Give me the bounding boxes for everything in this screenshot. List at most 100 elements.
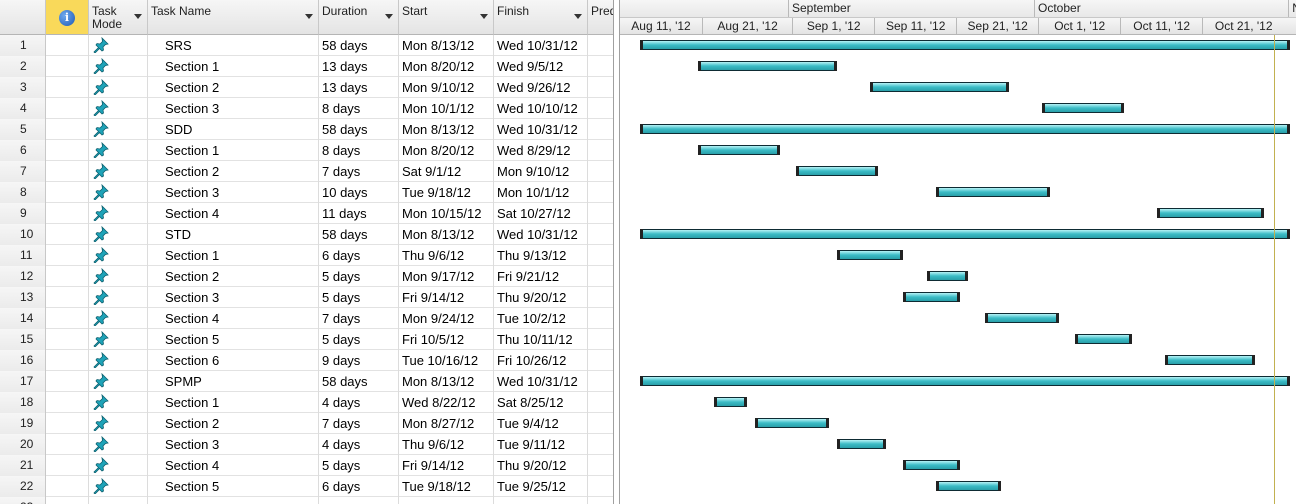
table-row[interactable]: 23 bbox=[0, 497, 613, 504]
indicator-cell[interactable] bbox=[46, 35, 89, 56]
predecessors-cell[interactable] bbox=[588, 287, 613, 308]
duration-cell[interactable]: 4 days bbox=[319, 392, 399, 413]
finish-cell[interactable]: Thu 10/11/12 bbox=[494, 329, 588, 350]
start-cell[interactable]: Mon 8/13/12 bbox=[399, 224, 494, 245]
task-name-cell[interactable]: Section 2 bbox=[148, 413, 319, 434]
duration-cell[interactable]: 5 days bbox=[319, 287, 399, 308]
finish-cell[interactable]: Thu 9/20/12 bbox=[494, 455, 588, 476]
indicator-cell[interactable] bbox=[46, 455, 89, 476]
gantt-task-bar[interactable] bbox=[902, 292, 961, 302]
start-cell[interactable]: Thu 9/6/12 bbox=[399, 245, 494, 266]
predecessors-cell[interactable] bbox=[588, 350, 613, 371]
table-row[interactable]: 5 SDD 58 days Mon 8/13/12 Wed 10/31/12 bbox=[0, 119, 613, 140]
task-mode-cell[interactable] bbox=[89, 329, 148, 350]
task-mode-cell[interactable] bbox=[89, 161, 148, 182]
row-number[interactable]: 23 bbox=[0, 497, 46, 504]
task-name-cell[interactable]: STD bbox=[148, 224, 319, 245]
indicator-cell[interactable] bbox=[46, 497, 89, 504]
row-number[interactable]: 5 bbox=[0, 119, 46, 140]
task-mode-cell[interactable] bbox=[89, 455, 148, 476]
indicator-cell[interactable] bbox=[46, 329, 89, 350]
duration-cell[interactable]: 5 days bbox=[319, 455, 399, 476]
finish-cell[interactable]: Tue 9/11/12 bbox=[494, 434, 588, 455]
indicator-cell[interactable] bbox=[46, 182, 89, 203]
start-cell[interactable]: Mon 8/27/12 bbox=[399, 413, 494, 434]
indicator-cell[interactable] bbox=[46, 413, 89, 434]
task-name-cell[interactable]: SRS bbox=[148, 35, 319, 56]
finish-cell[interactable]: Wed 8/29/12 bbox=[494, 140, 588, 161]
gantt-task-bar[interactable] bbox=[902, 460, 961, 470]
task-mode-cell[interactable] bbox=[89, 434, 148, 455]
gantt-task-bar[interactable] bbox=[640, 40, 1290, 50]
duration-cell[interactable]: 58 days bbox=[319, 371, 399, 392]
row-number[interactable]: 17 bbox=[0, 371, 46, 392]
predecessors-cell[interactable] bbox=[588, 434, 613, 455]
indicator-cell[interactable] bbox=[46, 350, 89, 371]
duration-cell[interactable]: 7 days bbox=[319, 161, 399, 182]
indicators-column-header[interactable]: i bbox=[46, 0, 89, 35]
row-number[interactable]: 16 bbox=[0, 350, 46, 371]
duration-cell[interactable]: 4 days bbox=[319, 434, 399, 455]
task-name-cell[interactable]: Section 1 bbox=[148, 140, 319, 161]
task-mode-cell[interactable] bbox=[89, 203, 148, 224]
task-mode-cell[interactable] bbox=[89, 287, 148, 308]
gantt-chart[interactable]: SeptemberOctoberN Aug 11, '12 Aug 21, '12… bbox=[619, 0, 1296, 504]
task-name-cell[interactable]: Section 5 bbox=[148, 476, 319, 497]
task-name-cell[interactable]: Section 5 bbox=[148, 329, 319, 350]
duration-cell[interactable]: 8 days bbox=[319, 98, 399, 119]
indicator-cell[interactable] bbox=[46, 203, 89, 224]
predecessors-cell[interactable] bbox=[588, 455, 613, 476]
predecessors-cell[interactable] bbox=[588, 476, 613, 497]
gantt-task-bar[interactable] bbox=[796, 166, 879, 176]
task-name-cell[interactable]: Section 2 bbox=[148, 266, 319, 287]
table-row[interactable]: 9 Section 4 11 days Mon 10/15/12 Sat 10/27/1… bbox=[0, 203, 613, 224]
task-name-cell[interactable]: Section 2 bbox=[148, 77, 319, 98]
task-name-column-header[interactable]: Task Name bbox=[148, 0, 319, 35]
row-number[interactable]: 1 bbox=[0, 35, 46, 56]
predecessors-cell[interactable] bbox=[588, 119, 613, 140]
gantt-task-bar[interactable] bbox=[1165, 355, 1256, 365]
timescale-month-tier[interactable]: SeptemberOctoberN bbox=[620, 0, 1296, 18]
indicator-cell[interactable] bbox=[46, 161, 89, 182]
gantt-task-bar[interactable] bbox=[714, 397, 747, 407]
predecessors-cell[interactable] bbox=[588, 308, 613, 329]
task-name-cell[interactable]: Section 2 bbox=[148, 161, 319, 182]
duration-cell[interactable]: 9 days bbox=[319, 350, 399, 371]
task-name-cell[interactable]: Section 1 bbox=[148, 56, 319, 77]
task-name-cell[interactable]: Section 3 bbox=[148, 182, 319, 203]
task-mode-cell[interactable] bbox=[89, 245, 148, 266]
row-number[interactable]: 21 bbox=[0, 455, 46, 476]
indicator-cell[interactable] bbox=[46, 140, 89, 161]
task-mode-cell[interactable] bbox=[89, 140, 148, 161]
task-name-cell[interactable]: Section 1 bbox=[148, 392, 319, 413]
finish-column-header[interactable]: Finish bbox=[494, 0, 588, 35]
gantt-task-bar[interactable] bbox=[1157, 208, 1264, 218]
row-number[interactable]: 10 bbox=[0, 224, 46, 245]
finish-cell[interactable]: Wed 10/10/12 bbox=[494, 98, 588, 119]
predecessors-cell[interactable] bbox=[588, 245, 613, 266]
start-cell[interactable]: Thu 9/6/12 bbox=[399, 434, 494, 455]
gantt-task-bar[interactable] bbox=[697, 61, 838, 71]
start-cell[interactable]: Mon 8/13/12 bbox=[399, 35, 494, 56]
task-mode-cell[interactable] bbox=[89, 476, 148, 497]
chevron-down-icon[interactable] bbox=[134, 14, 142, 19]
row-number[interactable]: 12 bbox=[0, 266, 46, 287]
predecessors-cell[interactable] bbox=[588, 35, 613, 56]
predecessors-cell[interactable] bbox=[588, 413, 613, 434]
start-cell[interactable]: Tue 9/18/12 bbox=[399, 182, 494, 203]
gantt-task-bar[interactable] bbox=[640, 124, 1290, 134]
indicator-cell[interactable] bbox=[46, 56, 89, 77]
finish-cell[interactable]: Tue 9/4/12 bbox=[494, 413, 588, 434]
gantt-task-bar[interactable] bbox=[870, 82, 1010, 92]
chevron-down-icon[interactable] bbox=[385, 14, 393, 19]
timescale-date-tier[interactable]: Aug 11, '12 Aug 21, '12 Sep 1, '12 Sep 11, … bbox=[620, 18, 1296, 35]
predecessors-cell[interactable] bbox=[588, 329, 613, 350]
duration-cell[interactable]: 6 days bbox=[319, 476, 399, 497]
indicator-cell[interactable] bbox=[46, 266, 89, 287]
task-mode-column-header[interactable]: Task Mode bbox=[89, 0, 148, 35]
row-number[interactable]: 9 bbox=[0, 203, 46, 224]
table-row[interactable]: 10 STD 58 days Mon 8/13/12 Wed 10/31/12 bbox=[0, 224, 613, 245]
